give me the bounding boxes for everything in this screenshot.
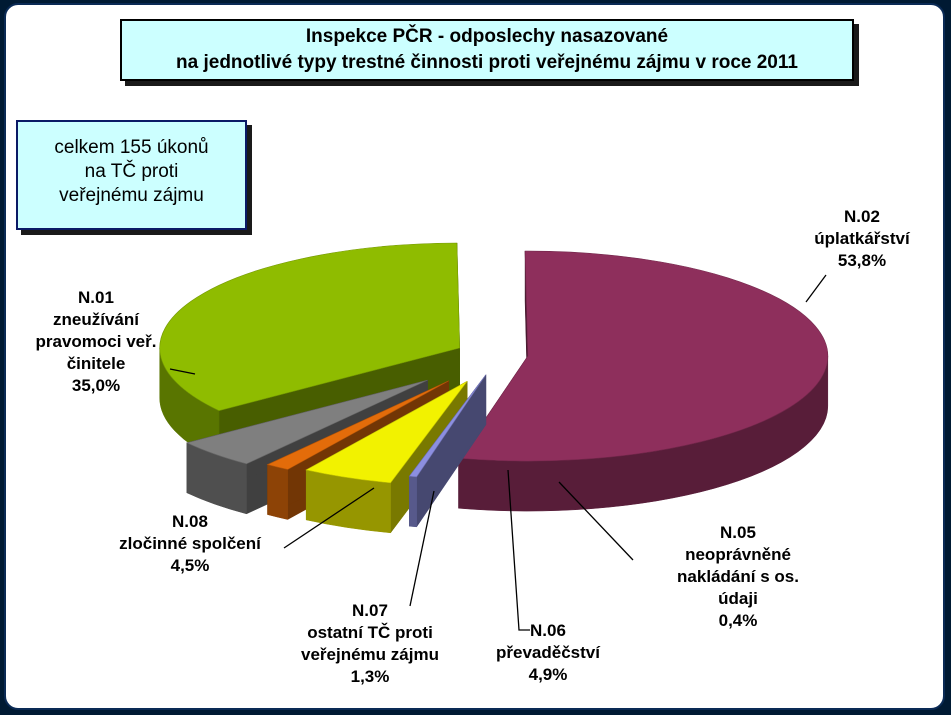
pie-slice-side (409, 475, 417, 528)
pie-slice-top (266, 380, 449, 470)
pie-slice-n05 (408, 373, 487, 528)
note-line-2: na TČ proti (84, 161, 179, 182)
slice-value: 4,9% (529, 665, 568, 684)
pie-slice-n02 (458, 250, 829, 512)
slice-name: zločinné spolčení (119, 534, 262, 553)
pie-slice-top (408, 374, 487, 478)
total-note-box: celkem 155 úkonů na TČ proti veřejnému z… (16, 120, 247, 230)
slice-name: neoprávněné (685, 545, 791, 564)
slice-value: 35,0% (72, 376, 120, 395)
slice-name: údaji (718, 589, 758, 608)
slice-name: úplatkářství (814, 229, 911, 248)
chart-title-line-2: na jednotlivé typy trestné činnosti prot… (176, 52, 798, 73)
slice-name: zneužívání (53, 310, 140, 329)
pie-slice-top (458, 250, 829, 462)
leader-line-n02 (805, 274, 827, 303)
slice-name: činitele (67, 354, 126, 373)
note-line-1: celkem 155 úkonů (54, 137, 209, 158)
chart-title-line-1: Inspekce PČR - odposlechy nasazované (305, 26, 669, 47)
leader-line-n05 (558, 481, 634, 561)
pie-slice-side (267, 464, 288, 520)
slice-code: N.07 (352, 601, 388, 620)
slice-value: 0,4% (719, 611, 758, 630)
slice-value: 53,8% (838, 251, 886, 270)
slice-label-n07: N.07 ostatní TČ proti veřejnému zájmu 1,3% (301, 601, 439, 686)
slice-name: ostatní TČ proti (307, 623, 433, 642)
slice-code: N.06 (530, 621, 566, 640)
slice-name: převaděčství (496, 643, 601, 662)
slice-label-n01: N.01 zneužívání pravomoci veř. činitele 35,0… (36, 288, 157, 395)
pie-slice-top (186, 379, 428, 465)
pie-slice-top (159, 242, 461, 411)
slice-label-n05: N.05 neoprávněné nakládání s os. údaji 0,4% (677, 523, 799, 630)
slice-name: veřejnému zájmu (301, 645, 439, 664)
leader-line-n08 (283, 487, 375, 549)
leader-line-n06 (507, 469, 530, 631)
pie-slice-top (305, 381, 468, 484)
slice-label-n06: N.06 převaděčství 4,9% (496, 621, 601, 684)
leader-line-n01 (169, 368, 196, 375)
slice-code: N.02 (844, 207, 880, 226)
leader-line-n07 (409, 490, 435, 607)
chart-title-box: Inspekce PČR - odposlechy nasazované na … (120, 19, 854, 81)
slice-value: 4,5% (171, 556, 210, 575)
slice-label-n08: N.08 zločinné spolčení 4,5% (119, 512, 262, 575)
note-line-3: veřejnému zájmu (59, 185, 204, 206)
slice-name: nakládání s os. (677, 567, 799, 586)
slice-name: pravomoci veř. (36, 332, 157, 351)
slice-value: 1,3% (351, 667, 390, 686)
slice-label-n02: N.02 úplatkářství 53,8% (814, 207, 911, 270)
slice-code: N.05 (720, 523, 756, 542)
slice-code: N.08 (172, 512, 208, 531)
slice-code: N.01 (78, 288, 114, 307)
pie-slice-n06 (305, 380, 468, 534)
